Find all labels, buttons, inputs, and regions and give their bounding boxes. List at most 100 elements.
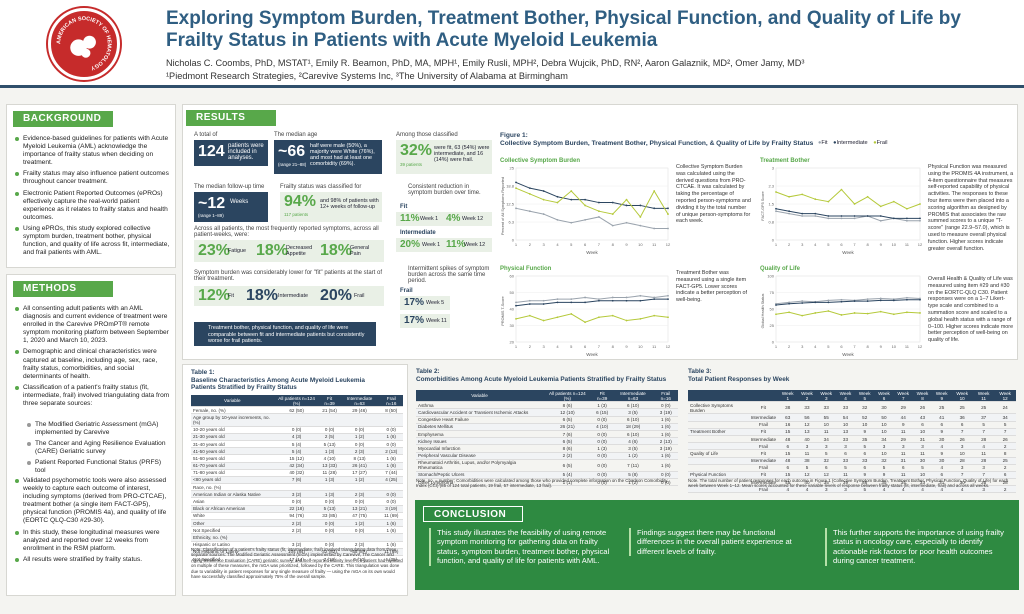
stat-total-label: A total of xyxy=(194,132,218,138)
data-point xyxy=(584,301,586,304)
table-cell xyxy=(273,483,320,492)
table-cell: Rheumatoid Arthritis, Lupus, and/or Poly… xyxy=(416,459,543,472)
note-quality-of-life: Overall Health & Quality of Life was mea… xyxy=(928,276,1014,344)
table-row: Diabetes Mellitus 26 (21) 4 (10) 18 (29) 1 (… xyxy=(416,423,678,431)
table-row: Myocardial Infarction 8 (6) 1 (3) 3 (5) 3 (1… xyxy=(416,444,678,453)
data-point xyxy=(639,299,642,302)
table-cell: 4 xyxy=(874,485,894,494)
table-cell: 29 xyxy=(893,435,913,444)
table-cell: Diabetes Mellitus xyxy=(416,423,543,431)
x-tick-label: 4 xyxy=(814,242,817,247)
data-point xyxy=(667,298,669,300)
table-cell: 5 (4) xyxy=(273,447,320,456)
legend-fit-icon: ● xyxy=(818,140,822,146)
stat-class-sub: 39 patients xyxy=(400,162,423,167)
table-row: Physical Function Fit 15 12 12 11 9 9 11 10 6 7 7 6 xyxy=(688,471,1016,480)
table-cell: 3 xyxy=(912,442,933,451)
table-cell: 30 xyxy=(932,435,952,444)
table-cell: 33 xyxy=(855,457,875,465)
table-cell: 3 (5) xyxy=(612,444,654,453)
conclusion-item: This further supports the importance of … xyxy=(825,528,1011,566)
table-cell: 0 (0) xyxy=(319,497,340,506)
table-cell xyxy=(319,533,340,542)
data-point xyxy=(570,190,573,192)
table-cell: Frail xyxy=(748,442,779,451)
table-cell: 5 (4) xyxy=(542,471,592,480)
table-cell: 33 xyxy=(835,457,856,465)
legend-fit: Fit xyxy=(821,140,828,146)
conclusion-item: This study illustrates the feasibility o… xyxy=(429,528,615,566)
table-row: Emphysema 7 (6) 0 (0) 6 (10) 1 (6) xyxy=(416,430,678,439)
y-tick-label: 50 xyxy=(510,290,515,295)
symptom-value: 23% xyxy=(198,242,231,259)
table-row: Ethnicity, no. (%) xyxy=(191,533,403,542)
y-tick-label: 2.3 xyxy=(768,184,774,189)
stat-total-text: patients were included in analyses. xyxy=(228,143,264,161)
table-header xyxy=(748,390,779,403)
table-cell: 33 xyxy=(816,401,836,415)
data-point xyxy=(919,312,921,314)
figure1-legend: ●Fit ●Intermediate ●Frail xyxy=(818,140,888,146)
x-tick-label: 5 xyxy=(827,344,830,349)
table-cell: 6 xyxy=(951,421,973,429)
table-cell: 2 (5) xyxy=(319,433,340,441)
table-cell: 7 xyxy=(951,471,973,480)
fit-row: 11% Week 1 4% Week 12 xyxy=(396,212,492,226)
table-cell: 3 xyxy=(972,464,995,472)
methods-list: All consenting adult patients with an AM… xyxy=(15,305,171,411)
data-point xyxy=(625,299,628,302)
table3-title: Table 3: xyxy=(688,368,712,375)
data-point xyxy=(775,191,777,193)
table-row: Peripheral Vascular Disease 2 (2) 0 (0) 1 (… xyxy=(416,452,678,460)
table2: Variable All patients n=124 (%) Fit n=39 In… xyxy=(416,390,678,487)
table-header: All patients n=124 (%) xyxy=(273,395,320,408)
x-tick-label: 9 xyxy=(880,344,883,349)
stat-class-text: were fit, 63 (54%) were intermediate, an… xyxy=(434,145,490,163)
table-cell: 0 (0) xyxy=(591,437,613,446)
data-point xyxy=(906,219,908,222)
background-item: Electronic Patient Reported Outcomes (eP… xyxy=(15,190,171,222)
table-row: <80 years old 7 (6) 1 (3) 1 (2) 4 (25) xyxy=(191,476,403,485)
table-cell: 35 xyxy=(855,435,875,444)
table-cell: 38 xyxy=(797,457,817,465)
stat-followup-unit: Weeks xyxy=(230,199,249,205)
table-cell: 71-80 years old xyxy=(191,469,274,477)
int-w1-label: Week 1 xyxy=(422,242,441,248)
data-point xyxy=(653,227,656,230)
table-cell: Not Specified xyxy=(191,526,274,535)
burden-frail-label: Frail xyxy=(354,293,365,299)
stat-frailty-label: Frailty status was classified for xyxy=(280,184,362,190)
y-tick-label: 100 xyxy=(767,274,774,279)
table-cell xyxy=(688,442,749,451)
table-cell: 8 xyxy=(994,449,1016,458)
data-point xyxy=(906,311,908,314)
table-cell: 29 (46) xyxy=(339,406,380,415)
table-header: Week 5 xyxy=(855,390,875,403)
symptoms-row: 23% Fatigue 18% Decreased Appetite 18% G… xyxy=(194,240,384,262)
x-axis-label: Week xyxy=(842,352,854,357)
authors: Nicholas C. Coombs, PhD, MSTAT¹, Emily R… xyxy=(166,58,805,68)
table-cell: 3 xyxy=(797,442,817,451)
table-cell: 5 (8) xyxy=(612,471,654,480)
data-point xyxy=(775,207,777,210)
x-tick-label: 10 xyxy=(892,344,897,349)
table-cell: 1 (6) xyxy=(653,459,678,472)
data-point xyxy=(584,218,586,221)
table-row: 41-50 years old 5 (4) 1 (3) 2 (3) 2 (13) xyxy=(191,447,403,456)
table-cell: Congestive Heart Failure xyxy=(416,416,543,424)
data-point xyxy=(570,221,573,224)
table-cell: 8 (13) xyxy=(339,454,380,463)
stat-age-label: The median age xyxy=(274,132,318,138)
table-cell: 45 xyxy=(778,478,798,487)
y-tick-label: 25 xyxy=(510,166,515,171)
table-cell xyxy=(319,413,340,427)
table-cell xyxy=(688,485,749,494)
legend-int-icon: ● xyxy=(833,140,837,146)
x-tick-label: 3 xyxy=(801,242,804,247)
stat-followup-sub: (range 1–89) xyxy=(198,213,224,218)
table-cell: 11 (69) xyxy=(379,548,403,556)
burden-frail-value: 20% xyxy=(320,287,353,304)
frail-w11-label: Week 11 xyxy=(426,318,447,324)
x-tick-label: 8 xyxy=(612,344,615,349)
table-row: Other Lymphoma 1 (1) 0 (0) 1 (2) 0 (0) xyxy=(416,478,678,487)
